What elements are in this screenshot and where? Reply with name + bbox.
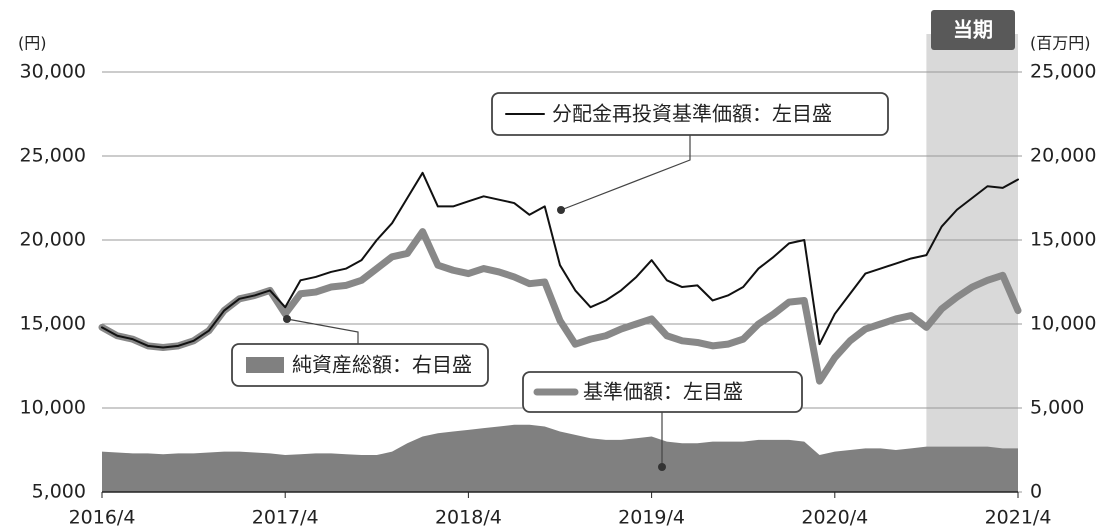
- legend-pointer: [560, 135, 691, 211]
- area-series: [102, 424, 1018, 492]
- y2-axis-unit: (百万円): [1030, 34, 1091, 53]
- period-shade: [926, 34, 1018, 492]
- x-tick-label: 2018/4: [435, 507, 502, 529]
- y-tick-label: 30,000: [20, 61, 86, 83]
- period-label-box: [931, 10, 1015, 50]
- y-tick-label: 20,000: [20, 229, 86, 251]
- x-tick-label: 2021/4: [985, 507, 1052, 529]
- y-tick-label: 25,000: [20, 145, 86, 167]
- legend-swatch: [246, 357, 284, 373]
- legend-pointer-dot: [658, 463, 666, 471]
- legend-pointer-dot: [557, 206, 565, 214]
- y2-tick-label: 10,000: [1030, 313, 1096, 335]
- y-axis-unit: (円): [18, 34, 47, 53]
- legend-label: 基準価額：左目盛: [583, 380, 743, 404]
- y2-tick-label: 15,000: [1030, 229, 1096, 251]
- y2-tick-label: 0: [1030, 481, 1042, 503]
- y2-tick-label: 20,000: [1030, 145, 1096, 167]
- legend-pointer: [286, 318, 359, 344]
- legend-box: [491, 92, 889, 136]
- y2-tick-label: 5,000: [1030, 397, 1084, 419]
- legend-pointer-dot: [283, 315, 291, 323]
- x-tick-label: 2016/4: [69, 507, 136, 529]
- y-tick-label: 5,000: [32, 481, 86, 503]
- period-label: 当期: [953, 18, 993, 42]
- x-tick-label: 2020/4: [801, 507, 868, 529]
- legend-label: 分配金再投資基準価額：左目盛: [552, 102, 832, 126]
- legend-box: [522, 371, 803, 413]
- line-series: [101, 171, 1019, 349]
- y-tick-label: 15,000: [20, 313, 86, 335]
- legend-box: [231, 343, 489, 387]
- x-tick-label: 2017/4: [252, 507, 319, 529]
- legend-label: 純資産総額：右目盛: [292, 353, 472, 377]
- y-tick-label: 10,000: [20, 397, 86, 419]
- x-tick-label: 2019/4: [618, 507, 685, 529]
- y2-tick-label: 25,000: [1030, 61, 1096, 83]
